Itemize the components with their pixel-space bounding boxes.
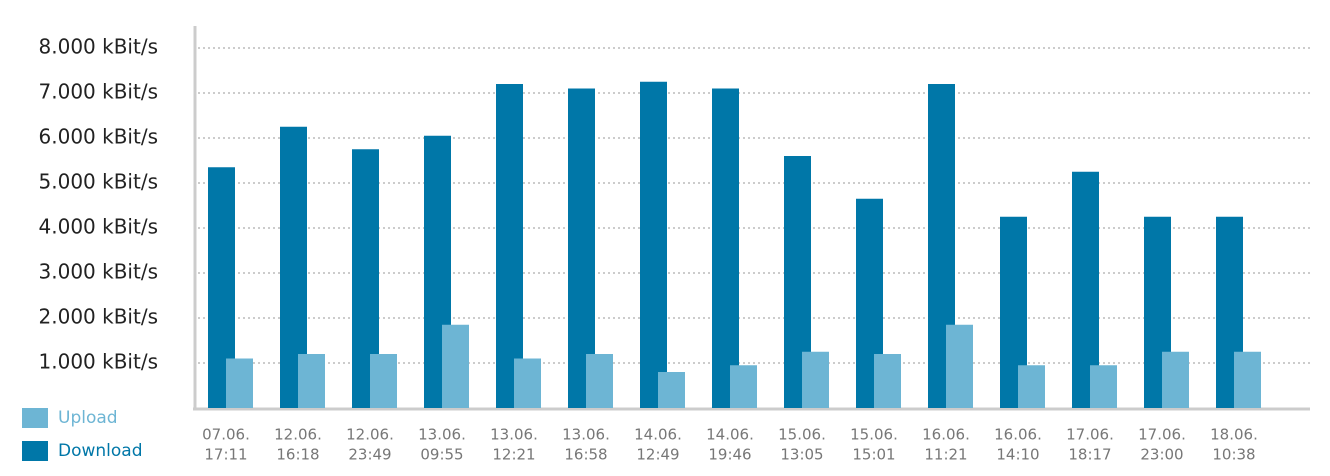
y-tick-label: 8.000 kBit/s (39, 35, 158, 59)
x-tick-label: 23:49 (348, 446, 391, 464)
x-tick-label: 23:00 (1140, 446, 1183, 464)
y-tick-label: 6.000 kBit/s (39, 125, 158, 149)
x-tick-label: 15.06. (778, 426, 826, 444)
x-tick-label: 09:55 (420, 446, 463, 464)
bar (442, 324, 469, 408)
x-tick-label: 13.06. (490, 426, 538, 444)
x-tick-label: 11:21 (924, 446, 967, 464)
x-tick-label: 13.06. (418, 426, 466, 444)
x-tick-label: 16:18 (276, 446, 319, 464)
x-tick-label: 12:49 (636, 446, 679, 464)
bar (640, 81, 667, 408)
bar (496, 84, 523, 408)
bar (514, 358, 541, 408)
x-tick-label: 18:17 (1068, 446, 1111, 464)
y-tick-label: 5.000 kBit/s (39, 170, 158, 194)
legend-swatch (22, 441, 48, 461)
legend-swatch (22, 408, 48, 428)
bar (946, 324, 973, 408)
x-tick-label: 14.06. (706, 426, 754, 444)
y-tick-label: 2.000 kBit/s (39, 305, 158, 329)
x-tick-label: 15.06. (850, 426, 898, 444)
bar (1018, 365, 1045, 408)
legend-label: Download (58, 441, 143, 461)
x-tick-label: 17.06. (1138, 426, 1186, 444)
y-tick-label: 4.000 kBit/s (39, 215, 158, 239)
x-tick-label: 13.06. (562, 426, 610, 444)
x-tick-label: 16.06. (994, 426, 1042, 444)
x-tick-label: 14.06. (634, 426, 682, 444)
x-tick-label: 18.06. (1210, 426, 1258, 444)
x-tick-label: 07.06. (202, 426, 250, 444)
bar (658, 372, 685, 408)
x-tick-label: 16:58 (564, 446, 607, 464)
bar (712, 88, 739, 408)
x-tick-label: 12.06. (274, 426, 322, 444)
y-tick-label: 3.000 kBit/s (39, 260, 158, 284)
bar (1090, 365, 1117, 408)
bar (226, 358, 253, 408)
x-tick-label: 12:21 (492, 446, 535, 464)
x-tick-label: 13:05 (780, 446, 823, 464)
x-tick-label: 15:01 (852, 446, 895, 464)
bar (1234, 351, 1261, 408)
bar (370, 354, 397, 408)
x-tick-label: 17.06. (1066, 426, 1114, 444)
x-tick-label: 12.06. (346, 426, 394, 444)
bar (802, 351, 829, 408)
bar (730, 365, 757, 408)
x-tick-label: 14:10 (996, 446, 1039, 464)
y-tick-label: 7.000 kBit/s (39, 80, 158, 104)
y-tick-label: 1.000 kBit/s (39, 350, 158, 374)
x-tick-label: 10:38 (1212, 446, 1255, 464)
bar (586, 354, 613, 408)
bar (1162, 351, 1189, 408)
x-tick-label: 19:46 (708, 446, 751, 464)
legend-label: Upload (58, 408, 118, 428)
x-tick-label: 16.06. (922, 426, 970, 444)
bar (874, 354, 901, 408)
bar (298, 354, 325, 408)
x-tick-label: 17:11 (204, 446, 247, 464)
